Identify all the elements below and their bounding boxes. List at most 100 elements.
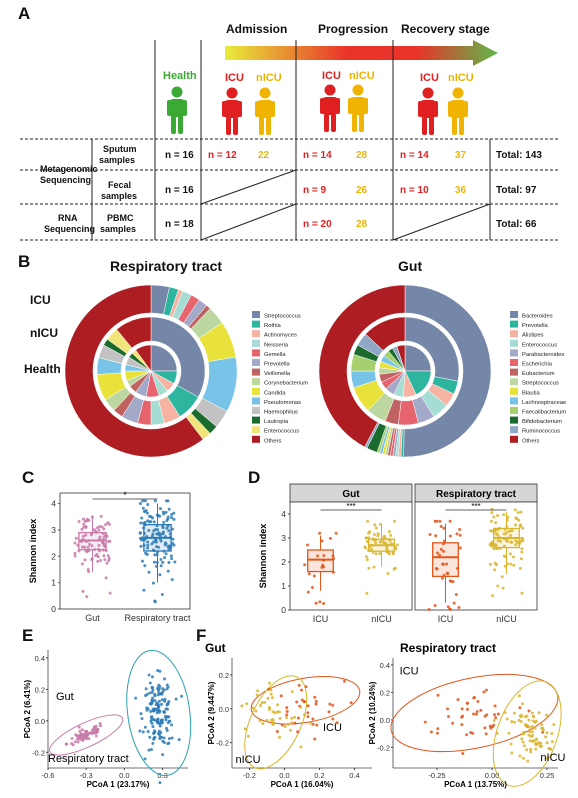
panel-d-facet-1-sig-label: ***	[471, 502, 480, 511]
panel-f-facet-1-ytick-3: -0.2	[377, 743, 390, 752]
panel-d-facet-1-xtick-1: nICU	[496, 614, 517, 624]
donut-0-legend-swatch-7	[252, 378, 260, 386]
donut-1-legend-label-10: Faecalibacterium	[522, 410, 566, 416]
donut-1-legend-swatch-5	[510, 359, 518, 366]
donut-1-legend-swatch-8	[510, 387, 518, 395]
panel-f-facet-0-ytick-2: -0.2	[216, 739, 229, 748]
cell-sputum-prog-icu: n = 14	[303, 150, 332, 161]
cell-sputum-rec-nicu: 37	[455, 150, 467, 161]
group-icu-label-3: ICU	[420, 72, 439, 84]
donut-1-legend-swatch-12	[510, 426, 518, 434]
group-icu-label-2: ICU	[322, 70, 341, 82]
donut-1-legend-label-2: Alistipes	[522, 333, 544, 339]
cell-fecal-rec-nicu: 36	[455, 185, 467, 196]
donut-1-legend-swatch-4	[510, 349, 518, 357]
donut-1-legend-swatch-0	[510, 311, 518, 318]
donut-0-legend-swatch-8	[252, 387, 260, 395]
cell-pbmc-prog-nicu: 28	[356, 219, 368, 230]
donut-0-legend-swatch-3	[252, 339, 260, 347]
donut-1-legend-swatch-7	[510, 378, 518, 386]
panel-f-facet-0-points-1	[240, 681, 313, 749]
sample-fecal-2: samples	[101, 191, 138, 201]
sample-pbmc-2: samples	[100, 224, 137, 234]
donut-0-legend-label-10: Haemophilus	[264, 410, 298, 416]
donut-1-legend-label-13: Others	[522, 438, 539, 444]
panel-e-ytick-1: 0.2	[35, 685, 45, 694]
panel-f-facet-0-ytick-1: 0.0	[219, 705, 229, 714]
ring-label-health: Health	[24, 362, 61, 376]
donut-gut-title: Gut	[398, 258, 423, 274]
panel-d-ytick-4: 4	[281, 509, 286, 519]
stage-recovery: Recovery stage	[401, 22, 490, 36]
donut-0-legend-label-7: Corynebacterium	[264, 381, 308, 387]
donut-0-legend-swatch-10	[252, 407, 260, 414]
nicu-person-icon-3	[448, 87, 468, 135]
donut-1-legend-label-8: Blautia	[522, 390, 541, 396]
icu-person-icon-2	[320, 84, 340, 132]
panel-f-facet-1-points-1	[492, 694, 556, 763]
donut-0-middle-slice-13	[116, 316, 152, 349]
panel-f-facet-1-ellipse-1	[492, 680, 562, 787]
panel-e-letter: E	[22, 626, 34, 645]
donut-1-legend-label-6: Eubacterium	[522, 371, 555, 377]
donut-0-legend-swatch-1	[252, 320, 260, 328]
donut-0-middle-slice-0	[150, 316, 206, 398]
donut-1-legend-label-5: Escherichia	[522, 362, 553, 368]
panel-e-resp-points	[134, 668, 184, 785]
panel-d-facet-1-points-0	[427, 519, 462, 612]
donut-0-legend-label-8: Candida	[264, 390, 286, 396]
donut-1-legend-label-12: Ruminococcus	[522, 429, 560, 435]
panel-c-letter: C	[22, 468, 35, 487]
donut-1-legend-label-3: Enterococcus	[522, 342, 557, 348]
panel-f-facet-0-group-label-1: nICU	[236, 754, 261, 766]
panel-e-xtick-0: -0.6	[42, 771, 55, 780]
panel-f-facet-1-title: Respiratory tract	[400, 641, 496, 655]
donut-1-legend-label-4: Parabacteroides	[522, 352, 564, 358]
panel-e-xtick-2: 0.0	[119, 771, 129, 780]
panel-f-facet-0-points-0	[267, 679, 353, 741]
panel-b-donuts: Streptococcus Rothia Actinomyces Neisseria G…	[64, 284, 566, 458]
cell-pbmc-total: Total: 66	[496, 219, 537, 230]
panel-e-xlabel: PCoA 1 (23.17%)	[87, 780, 150, 789]
panel-f-facet-1-group-label-1: nICU	[540, 752, 565, 764]
panel-f-facet-0-xlabel: PCoA 1 (16.04%)	[271, 780, 334, 789]
cell-fecal-prog-nicu: 26	[356, 185, 368, 196]
panel-f-facet-1-xlabel: PCoA 1 (13.75%)	[444, 780, 507, 789]
cell-fecal-total: Total: 97	[496, 185, 537, 196]
panel-d-ytick-3: 3	[281, 533, 286, 543]
donut-0-legend-swatch-5	[252, 359, 260, 366]
donut-1-legend-label-11: Bifidobacterium	[522, 419, 562, 425]
panel-c-points-1	[138, 499, 177, 604]
sample-pbmc-1: PBMC	[107, 213, 134, 223]
stage-admission: Admission	[226, 22, 288, 36]
donut-0-legend-swatch-4	[252, 349, 260, 357]
panel-c-ylabel: Shannon index	[28, 519, 38, 584]
donut-1-outer-slice-0	[403, 284, 492, 458]
cell-sputum-health: n = 16	[165, 150, 194, 161]
panel-f-facet-0-ytick-0: 0.2	[219, 671, 229, 680]
panel-f-facet-1-ellipse-0	[390, 673, 559, 753]
donut-0-inner-slice-13	[135, 344, 152, 372]
cell-fecal-prog-icu: n = 9	[303, 185, 327, 196]
panel-d-boxplot: 0 1 2 3 4 Shannon index Gut ICU nICU *** Respirato…	[258, 483, 538, 624]
sample-sputum-2: samples	[99, 155, 136, 165]
panel-d-ytick-2: 2	[281, 557, 286, 567]
progression-arrow	[225, 40, 498, 66]
panel-f-facet-1-ytick-0: 0.4	[380, 661, 390, 670]
panel-f-facet-1-xtick-1: 0.00	[485, 771, 500, 780]
panel-d-facet-0-points-1	[363, 519, 399, 595]
empty-cell-slash-1	[200, 169, 297, 205]
panel-e-ylabel: PCoA 2 (6.41%)	[23, 679, 32, 738]
row-rna-2: Sequencing	[44, 224, 96, 234]
donut-1-legend-swatch-1	[510, 320, 518, 328]
ring-label-icu: ICU	[30, 293, 51, 307]
donut-1-legend-label-0: Bacteroides	[522, 314, 553, 320]
donut-0-legend-label-13: Others	[264, 438, 281, 444]
panel-d-ytick-0: 0	[281, 605, 286, 615]
donut-0-legend-label-3: Neisseria	[264, 342, 289, 348]
panel-d-facet-1-box-0	[432, 542, 459, 578]
panel-f-facet-1-group-label-0: ICU	[400, 666, 419, 678]
donut-0-legend-label-4: Gemella	[264, 352, 286, 358]
panel-b-letter: B	[18, 252, 31, 271]
